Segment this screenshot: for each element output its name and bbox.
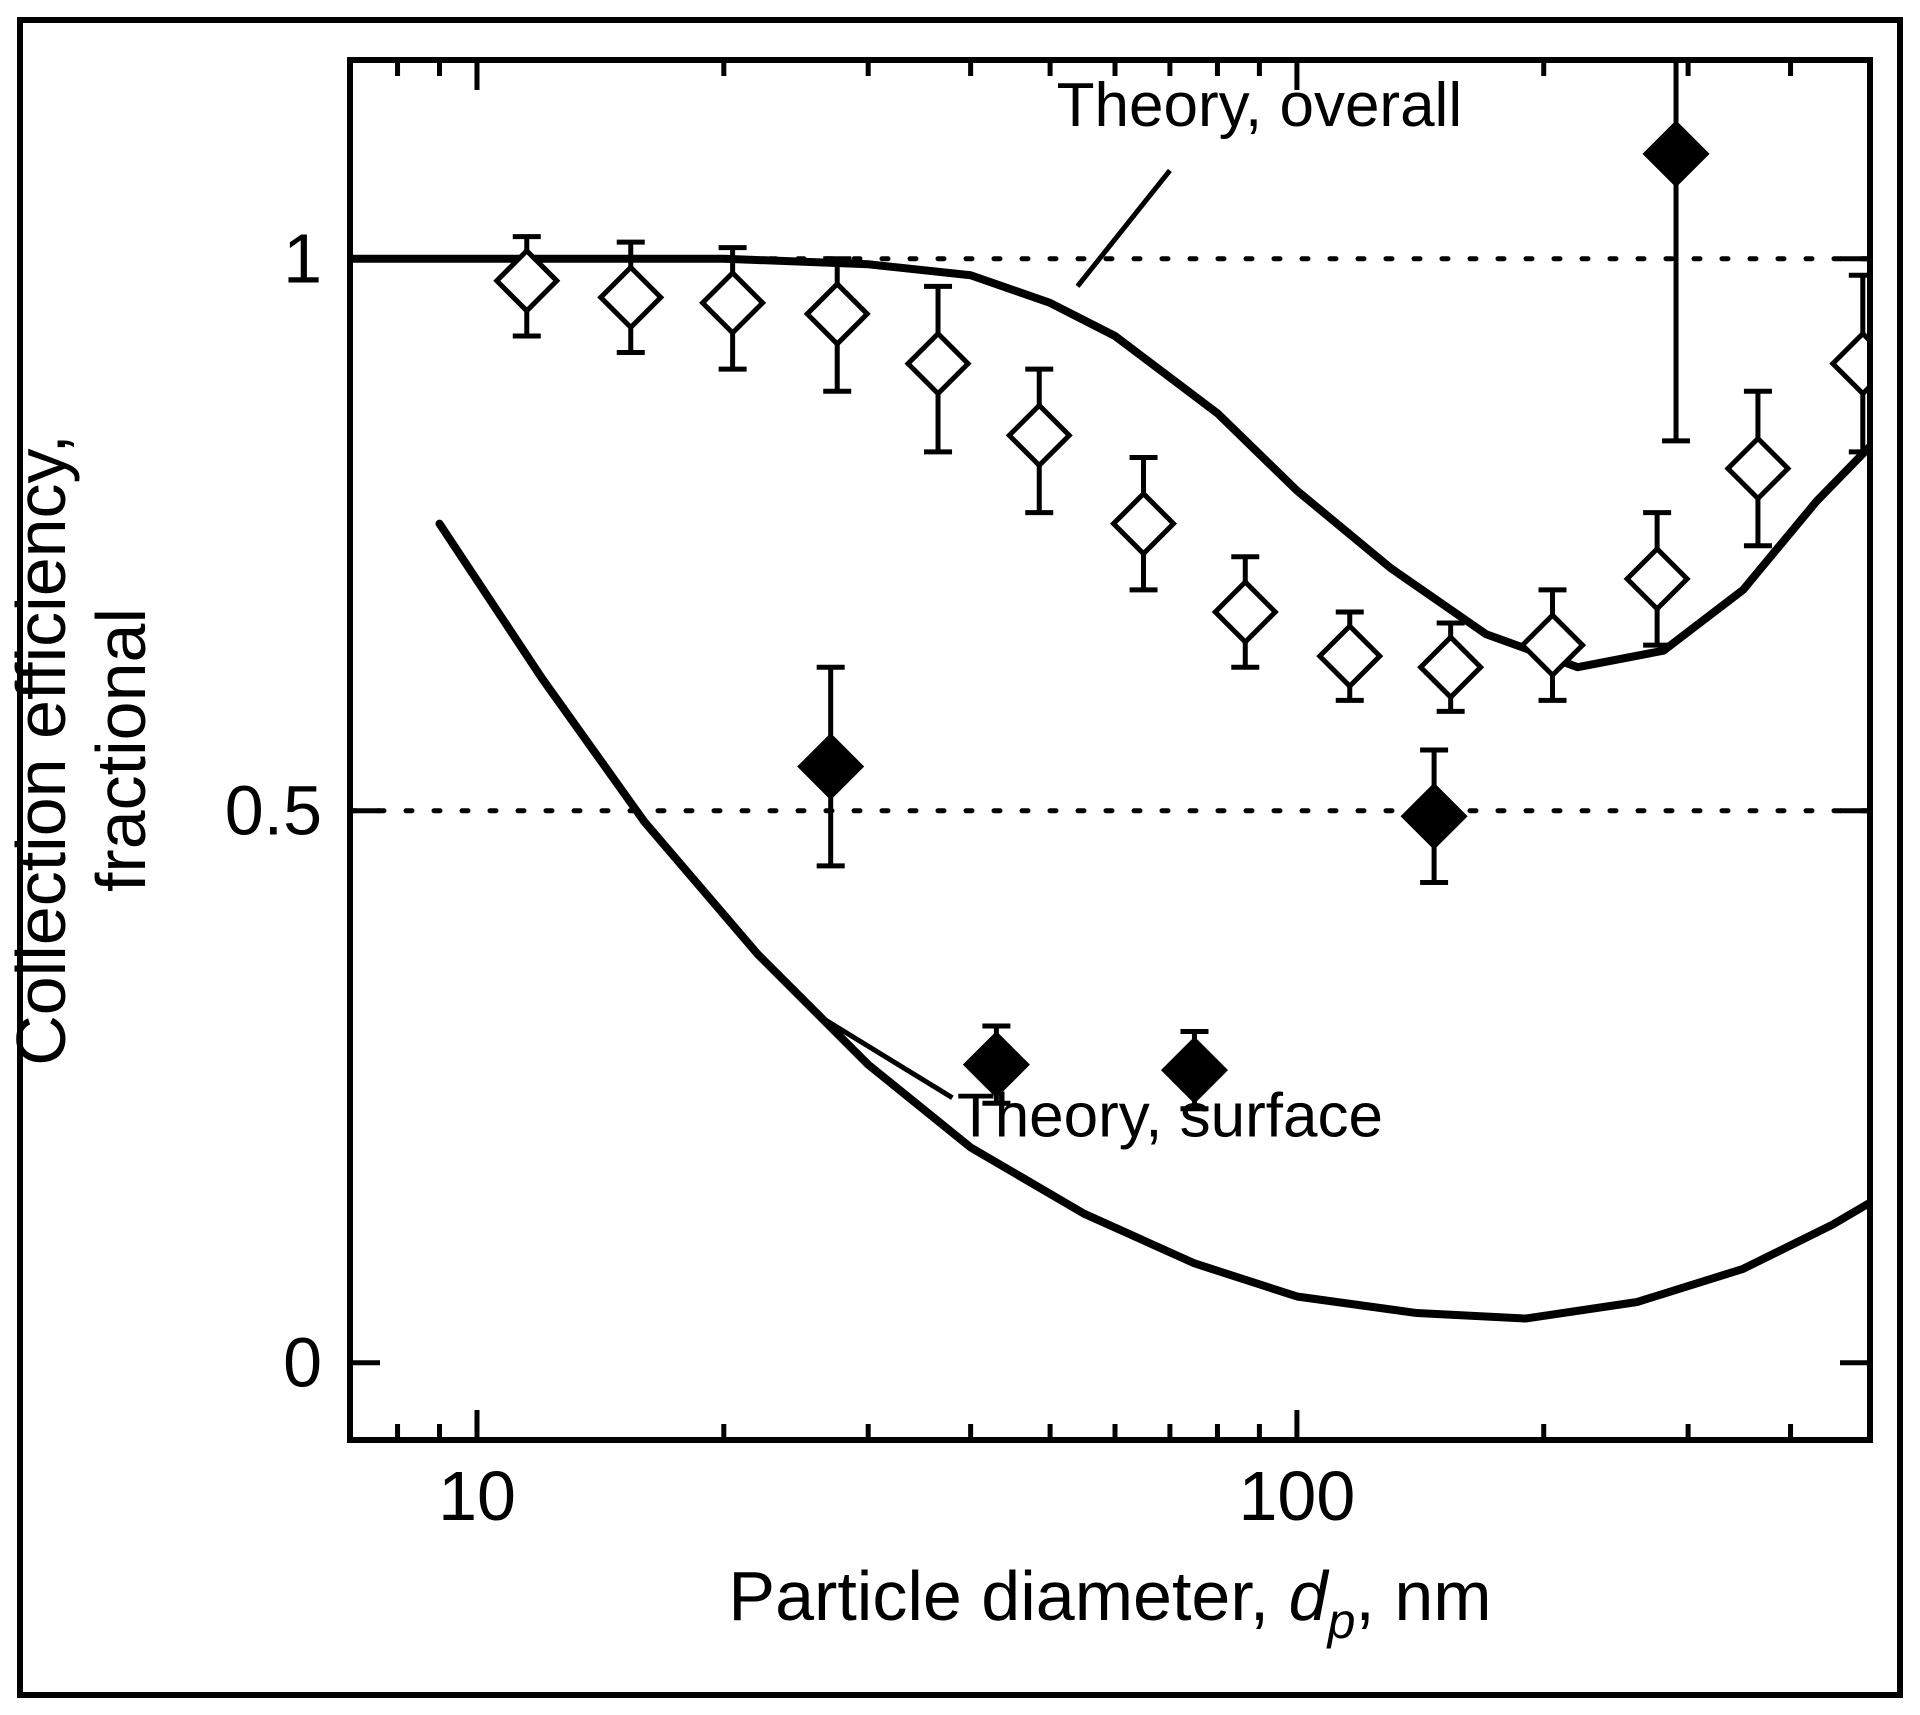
open-diamond-marker (601, 267, 661, 327)
chart-svg: Theory, overall Theory, surface 10 100 0 0.5 1… (0, 0, 1920, 1715)
y-tick-label: 0 (283, 1324, 322, 1402)
filled-diamond-marker (1404, 786, 1464, 846)
open-diamond-marker (807, 284, 867, 344)
theory-surface-leader (817, 1015, 952, 1098)
theory-overall-leader (1077, 170, 1169, 286)
open-diamond-marker (1833, 334, 1893, 394)
y-tick-label: 0.5 (225, 772, 322, 850)
open-diamond-marker (1114, 494, 1174, 554)
x-tick-label: 100 (1239, 1457, 1356, 1535)
open-diamond-marker (1320, 626, 1380, 686)
filled-diamond-marker (1646, 124, 1706, 184)
chart-container: Theory, overall Theory, surface 10 100 0 0.5 1… (0, 0, 1920, 1715)
y-axis-label: Collection efficiency,fractional (2, 434, 160, 1066)
theory-overall-label: Theory, overall (1057, 71, 1462, 140)
open-diamond-marker (1421, 637, 1481, 697)
y-tick-label: 1 (283, 220, 322, 298)
curve-theory-overall (350, 259, 1870, 667)
open-diamond-marker (1215, 582, 1275, 642)
x-axis-label: Particle diameter, dp, nm (728, 1557, 1491, 1649)
open-diamond-marker (1009, 405, 1069, 465)
x-tick-label: 10 (438, 1457, 516, 1535)
plot-group: Theory, overall Theory, surface (350, 0, 1893, 1319)
filled-diamond-marker (801, 737, 861, 797)
plot-frame (350, 60, 1870, 1440)
open-diamond-marker (1627, 549, 1687, 609)
open-diamond-marker (1728, 438, 1788, 498)
theory-surface-label: Theory, surface (957, 1081, 1383, 1150)
open-diamond-marker (703, 273, 763, 333)
open-diamond-marker (908, 334, 968, 394)
